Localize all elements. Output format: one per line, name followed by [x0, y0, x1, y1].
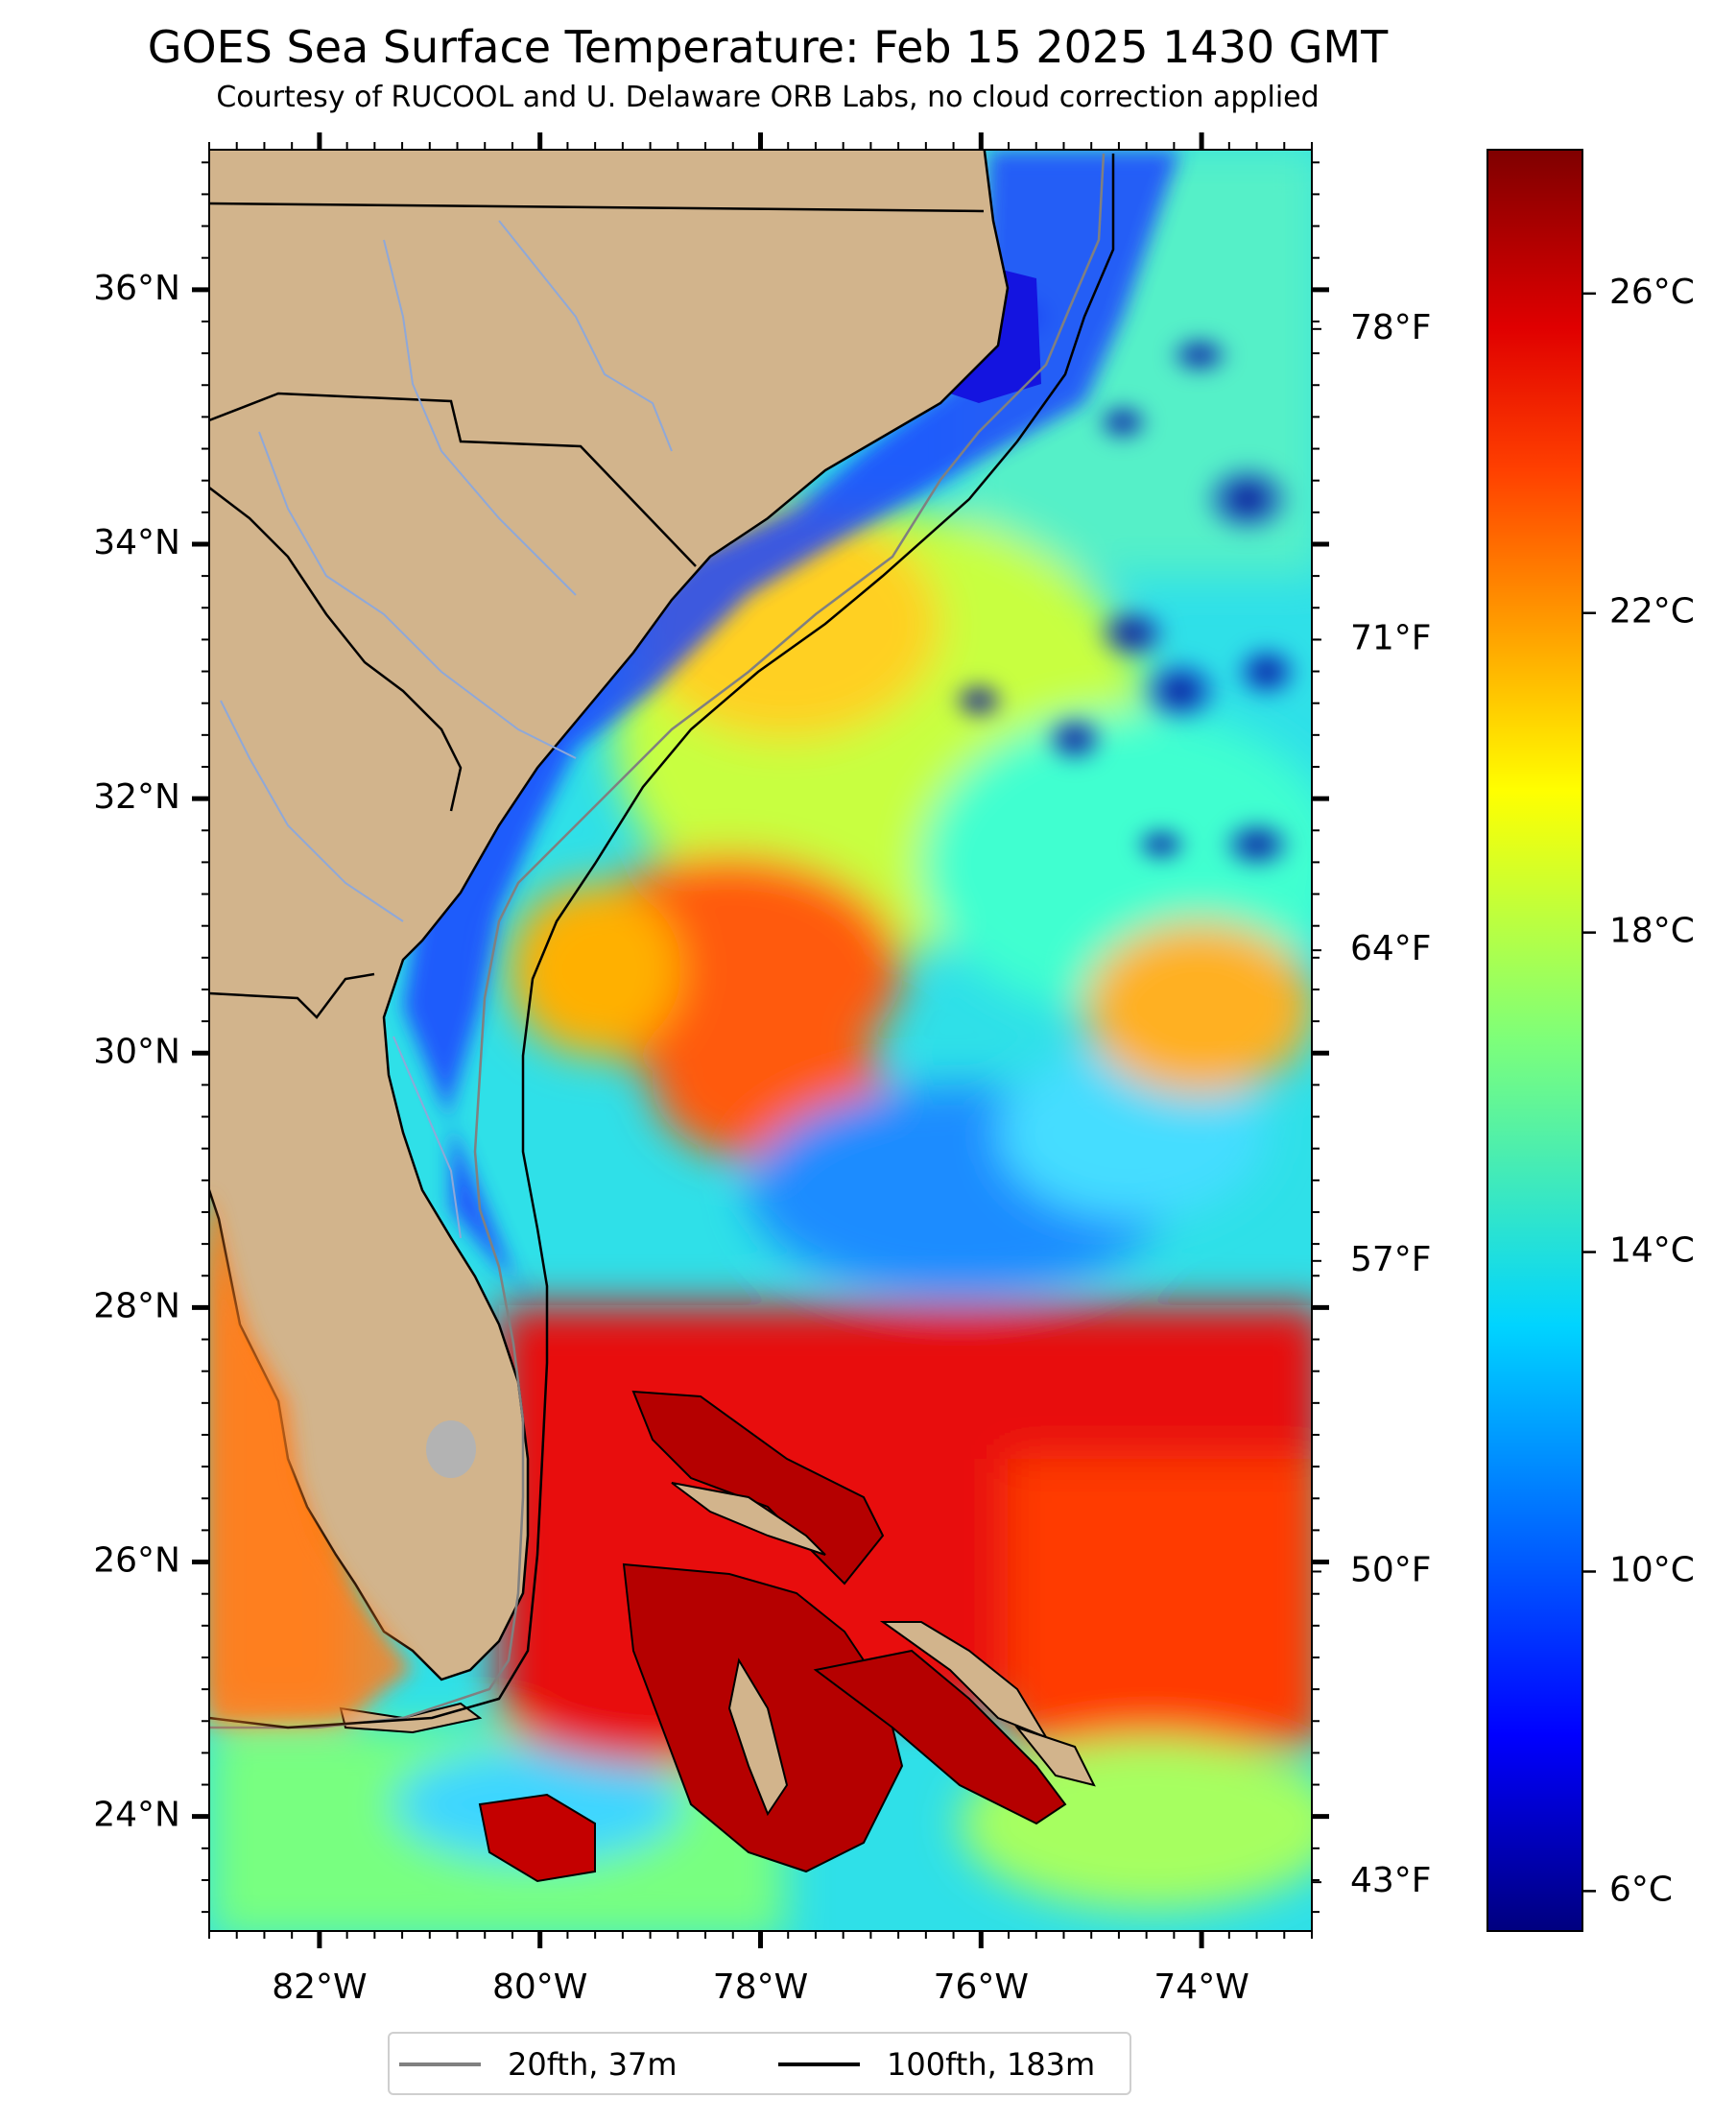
legend-line-20fth: [399, 2062, 481, 2066]
colorbar: [1486, 149, 1583, 1932]
colorbar-tick-label: 22°C: [1609, 592, 1695, 632]
state-borders: [209, 202, 985, 1019]
lat-tick-label: 34°N: [93, 523, 180, 562]
fahrenheit-tick-label: 57°F: [1350, 1240, 1432, 1279]
map-subtitle: Courtesy of RUCOOL and U. Delaware ORB L…: [216, 81, 1320, 114]
map-title: GOES Sea Surface Temperature: Feb 15 202…: [147, 21, 1389, 73]
lake-okeechobee: [426, 1420, 476, 1478]
map-ticks: [192, 132, 1329, 1948]
lat-tick-label: 24°N: [93, 1796, 180, 1835]
lat-tick-label: 36°N: [93, 269, 180, 308]
colorbar-ticks: 26°C 22°C 18°C 14°C 10°C 6°C: [1582, 273, 1695, 1909]
lon-tick-label: 82°W: [272, 1967, 367, 2007]
lat-tick-label: 30°N: [93, 1032, 180, 1071]
colorbar-tick-label: 14°C: [1609, 1231, 1695, 1271]
colorbar-tick-label: 26°C: [1609, 273, 1695, 312]
fahrenheit-tick-label: 50°F: [1350, 1550, 1432, 1589]
fahrenheit-tick-label: 78°F: [1350, 308, 1432, 347]
fahrenheit-tick-label: 71°F: [1350, 618, 1432, 657]
lat-tick-label: 32°N: [93, 777, 180, 817]
legend: 20fth, 37m 100fth, 183m: [388, 2032, 1131, 2095]
gulf-warm-water: [209, 1190, 413, 1723]
colorbar-tick-label: 10°C: [1609, 1550, 1695, 1589]
colorbar-tick-label: 18°C: [1609, 912, 1695, 951]
legend-label-20fth: 20fth, 37m: [508, 2046, 678, 2083]
legend-item-100fth: 100fth, 183m: [778, 2045, 1095, 2084]
cold-shelf-water: [403, 150, 1180, 1296]
map-area: [209, 150, 1312, 1931]
lon-tick-label: 74°W: [1153, 1967, 1248, 2007]
lat-tick-label: 28°N: [93, 1286, 180, 1325]
colorbar-tick-label: 6°C: [1609, 1870, 1673, 1909]
isobath-20fth: [209, 153, 1106, 1729]
legend-label-100fth: 100fth, 183m: [887, 2046, 1096, 2083]
sst-field: [209, 150, 1312, 1931]
lon-tick-label: 78°W: [713, 1967, 808, 2007]
legend-item-20fth: 20fth, 37m: [399, 2045, 677, 2084]
lon-tick-label: 80°W: [492, 1967, 587, 2007]
legend-line-100fth: [778, 2062, 860, 2066]
isobath-100fth: [209, 154, 1115, 1729]
lon-tick-label: 76°W: [934, 1967, 1029, 2007]
fahrenheit-tick-label: 64°F: [1350, 929, 1432, 968]
rivers: [220, 220, 673, 1239]
map-tick-labels: 82°W 80°W 78°W 76°W 74°W 36°N 34°N 32°N 30°N 28°N…: [93, 269, 1431, 2007]
fahrenheit-tick-label: 43°F: [1350, 1861, 1432, 1900]
bahamas-banks: [478, 1390, 1096, 1883]
lat-tick-label: 26°N: [93, 1541, 180, 1581]
